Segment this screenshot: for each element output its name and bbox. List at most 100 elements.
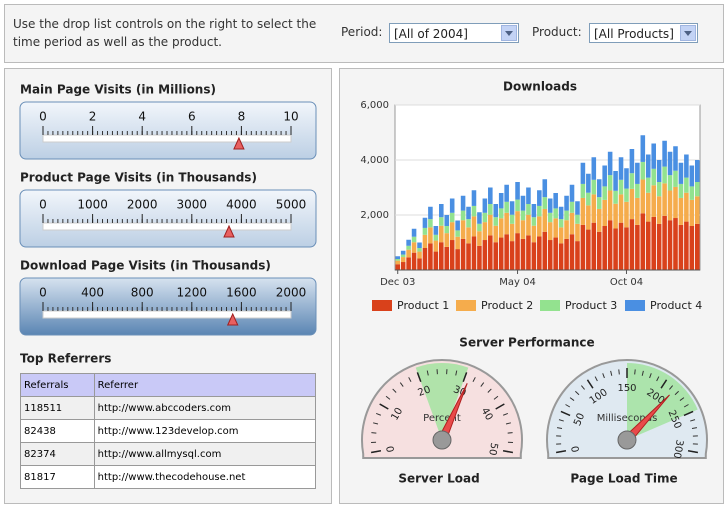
bar-segment: [482, 212, 488, 223]
bar-segment: [509, 201, 515, 215]
bar-segment: [428, 219, 433, 228]
legend-swatch: [625, 300, 645, 311]
bar-segment: [564, 220, 569, 239]
gauge-title: Product Page Visits (in Thousands): [20, 171, 257, 185]
bar-segment: [471, 190, 477, 206]
period-select[interactable]: [All of 2004]: [389, 23, 519, 43]
value-marker: [223, 224, 235, 238]
bar-segment: [613, 171, 618, 191]
table-cell: http://www.thecodehouse.net: [93, 465, 317, 489]
bar-segment: [602, 186, 607, 200]
bar-segment: [618, 157, 624, 180]
bar-segment: [656, 160, 662, 182]
bar-segment: [428, 243, 433, 270]
bar-segment: [553, 237, 558, 270]
bar-segment: [645, 221, 651, 270]
product-select[interactable]: [All Products]: [589, 23, 698, 43]
tick-mark: [416, 372, 422, 382]
tick-label: 10: [283, 110, 298, 124]
bar-segment: [640, 179, 646, 214]
x-tick-label: Oct 04: [610, 277, 643, 288]
minor-tick: [569, 397, 575, 401]
needle-hub: [432, 430, 452, 450]
bar-segment: [504, 184, 509, 202]
tick-mark: [379, 403, 389, 410]
bar-segment: [635, 197, 640, 225]
bar-segment: [526, 204, 531, 215]
minor-tick: [674, 390, 679, 396]
bar-segment: [493, 242, 499, 270]
bar-segment: [526, 235, 531, 270]
bar-segment: [569, 212, 575, 235]
bar-segment: [466, 227, 471, 244]
bar-segment: [520, 238, 526, 270]
bar-segment: [498, 237, 504, 270]
minor-tick: [372, 422, 379, 425]
bar-segment: [651, 185, 656, 217]
needle-hub: [617, 430, 637, 450]
bar-segment: [439, 225, 444, 243]
bar-segment: [498, 218, 504, 238]
bar-segment: [433, 234, 439, 241]
unit-label: Percent: [423, 413, 461, 424]
minor-tick: [375, 412, 381, 416]
bar-segment: [537, 205, 542, 217]
bar-segment: [444, 246, 450, 270]
minor-tick: [426, 370, 429, 376]
bar-segment: [520, 195, 526, 211]
dropdown-button[interactable]: [680, 25, 696, 41]
legend-swatch: [540, 300, 560, 311]
table-cell: 82374: [20, 442, 95, 466]
minor-tick: [487, 388, 492, 393]
tick-mark: [495, 403, 505, 410]
bar-segment: [444, 215, 450, 226]
bar-segment: [569, 184, 575, 202]
gauge-band: [415, 363, 469, 440]
bar-segment: [428, 227, 433, 244]
bar-segment: [651, 216, 656, 270]
bar-segment: [400, 250, 406, 255]
bar-segment: [694, 160, 700, 182]
bar-segment: [656, 196, 662, 224]
bar-segment: [629, 188, 635, 220]
tick-label: 800: [131, 286, 154, 300]
bar-segment: [504, 201, 509, 213]
dropdown-button[interactable]: [501, 25, 517, 41]
product-value: [All Products]: [594, 27, 674, 41]
tick-label: 1000: [77, 198, 108, 212]
tick-label: 6: [188, 110, 196, 124]
tick-label: 5000: [276, 198, 307, 212]
bar-segment: [591, 222, 597, 270]
bar-segment: [417, 251, 422, 259]
bar-segment: [455, 249, 460, 270]
bar-segment: [607, 151, 613, 176]
bar-segment: [498, 208, 504, 219]
bar-segment: [591, 157, 597, 180]
table-row: 118511 http://www.abccoders.com: [20, 396, 317, 420]
minor-tick: [641, 370, 644, 376]
unit-label: Milliseconds: [597, 413, 658, 424]
tick-label: 400: [81, 286, 104, 300]
bar-segment: [678, 183, 684, 198]
minor-tick: [691, 427, 698, 430]
table-cell: http://www.123develop.com: [93, 419, 317, 443]
bar-segment: [586, 205, 591, 230]
bar-segment: [602, 165, 607, 187]
bar-segment: [640, 161, 646, 180]
bar-segment: [417, 248, 422, 252]
scale-bar: [42, 222, 292, 231]
bar-segment: [629, 173, 635, 189]
tick-label: 2: [89, 110, 97, 124]
minor-tick: [472, 377, 476, 382]
minor-tick: [594, 376, 598, 382]
bar-segment: [586, 173, 591, 193]
bar-segment: [482, 240, 488, 270]
bar-segment: [406, 239, 411, 246]
bar-segment: [547, 198, 553, 213]
bar-segment: [439, 217, 444, 226]
bar-segment: [684, 221, 689, 270]
bar-segment: [575, 241, 580, 270]
bar-segment: [575, 201, 580, 215]
